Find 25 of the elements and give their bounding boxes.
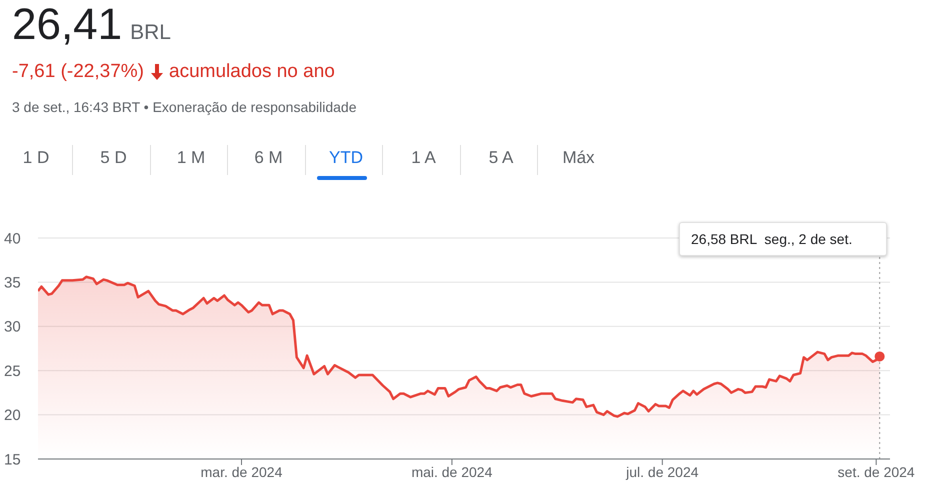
text: 3 de set., 16:43 BRT • Exoneração de responsabilidade (12, 99, 357, 115)
x-tick-label: mar. de 2024 (200, 464, 283, 480)
chart-title: 26,41 (12, 0, 122, 49)
chart-subtitle: BRL (130, 21, 171, 44)
tooltip-box: 26,58 BRL seg., 2 de set. (679, 222, 887, 256)
y-tick-label: 25 (4, 362, 21, 380)
y-tick-label: 15 (4, 451, 21, 468)
annotation: 26,58 BRL seg., 2 de set. (691, 231, 852, 247)
text: Máx (561, 148, 596, 168)
y-tick-label: 40 (4, 230, 21, 248)
x-tick-label: jul. de 2024 (625, 464, 699, 480)
y-tick-label: 30 (4, 318, 21, 336)
y-tick-label: 20 (4, 407, 21, 424)
text: acumulados no ano (169, 61, 335, 83)
text: 1 M (176, 148, 206, 168)
text: 1 A (410, 148, 437, 168)
y-tick-label: 35 (4, 274, 21, 292)
text: 5 A (488, 148, 514, 168)
text: YTD (328, 148, 364, 168)
text: -7,61 (-22,37%) (12, 61, 144, 83)
text: 1 D (22, 148, 50, 168)
x-tick-label: mai. de 2024 (411, 464, 493, 480)
text: 5 D (99, 148, 128, 168)
text: 6 M (253, 148, 284, 168)
x-tick-label: set. de 2024 (838, 464, 915, 480)
